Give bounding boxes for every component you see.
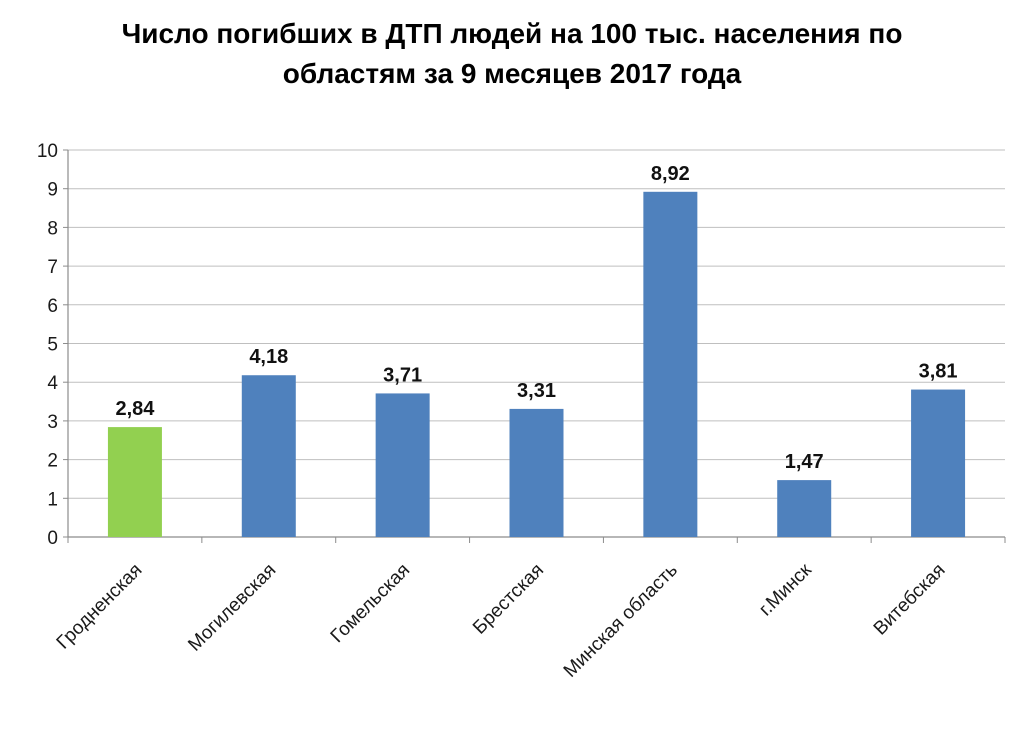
bar <box>643 191 698 537</box>
category-label: Могилевская <box>184 560 280 656</box>
data-label: 3,81 <box>919 361 958 383</box>
category-label: Гродненская <box>53 560 147 654</box>
y-tick-label: 10 <box>37 141 58 162</box>
y-tick-label: 6 <box>47 296 58 317</box>
chart-title-line-2: областям за 9 месяцев 2017 года <box>282 58 742 89</box>
category-label: Витебская <box>870 560 950 640</box>
category-label: г.Минск <box>755 559 816 620</box>
category-label: Гомельская <box>327 560 414 647</box>
data-label: 2,84 <box>115 398 155 420</box>
y-tick-label: 3 <box>47 412 58 433</box>
y-tick-label: 7 <box>47 257 58 278</box>
y-tick-label: 4 <box>47 373 58 394</box>
bar <box>241 375 296 537</box>
y-tick-label: 0 <box>47 528 58 549</box>
y-tick-label: 9 <box>47 180 58 201</box>
y-tick-label: 5 <box>47 335 58 356</box>
bar <box>509 408 564 537</box>
data-label: 8,92 <box>651 163 690 185</box>
bar <box>375 393 430 537</box>
bars <box>107 191 966 537</box>
chart-title: Число погибших в ДТП людей на 100 тыс. н… <box>0 14 1024 94</box>
category-label: Брестская <box>469 560 548 639</box>
data-label: 1,47 <box>785 451 824 473</box>
data-label: 4,18 <box>249 346 288 368</box>
data-label: 3,31 <box>517 380 556 402</box>
bar <box>911 389 966 537</box>
labels: 0 1 2 3 4 5 6 7 8 9 10 2,84 Гродненская 4,18 Могилевск… <box>37 141 958 682</box>
y-tick-label: 2 <box>47 451 58 472</box>
chart-title-line-1: Число погибших в ДТП людей на 100 тыс. н… <box>121 18 903 49</box>
data-label: 3,71 <box>383 364 422 386</box>
y-tick-label: 8 <box>47 218 58 239</box>
y-tick-label: 1 <box>47 489 58 510</box>
category-label: Минская область <box>560 560 682 682</box>
bar <box>777 480 832 537</box>
bar <box>107 427 162 537</box>
